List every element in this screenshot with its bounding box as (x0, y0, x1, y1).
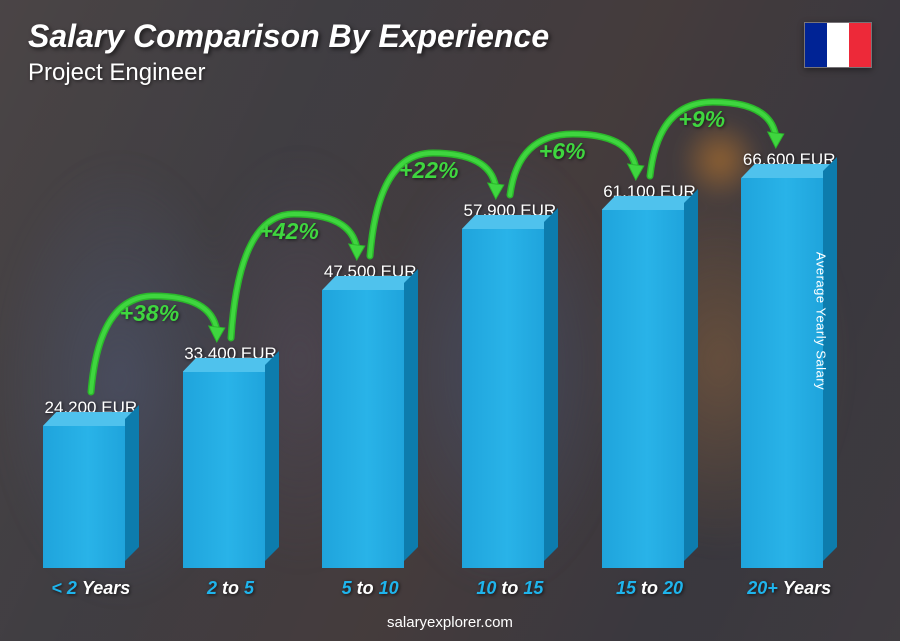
xlabel-accent-2: 5 (239, 578, 254, 598)
bar-side-face (544, 208, 558, 561)
bar-x-label: 5 to 10 (342, 578, 399, 599)
bar-front-face (741, 178, 823, 568)
flag-stripe-white (827, 23, 849, 67)
xlabel-accent: 10 (476, 578, 501, 598)
increase-label: +6% (539, 138, 586, 165)
xlabel-accent: < 2 (51, 578, 82, 598)
bar-x-label: 20+ Years (747, 578, 831, 599)
chart-title: Salary Comparison By Experience (28, 18, 549, 55)
bar-side-face (684, 189, 698, 561)
xlabel-plain: Years (783, 578, 831, 598)
bar-0: 24,200 EUR< 2 Years (30, 398, 152, 599)
bar-front-face (43, 426, 125, 568)
xlabel-accent-2: 15 (518, 578, 543, 598)
xlabel-accent: 15 (616, 578, 641, 598)
bar-x-label: 10 to 15 (476, 578, 543, 599)
xlabel-accent-2: 20 (658, 578, 683, 598)
xlabel-plain: to (501, 578, 518, 598)
xlabel-accent-2: 10 (374, 578, 399, 598)
xlabel-accent: 20+ (747, 578, 783, 598)
xlabel-plain: to (641, 578, 658, 598)
increase-label: +9% (678, 106, 725, 133)
xlabel-plain: Years (82, 578, 130, 598)
bar-x-label: 15 to 20 (616, 578, 683, 599)
flag-stripe-blue (805, 23, 827, 67)
bar-side-face (125, 405, 139, 561)
bar-4: 61,100 EUR15 to 20 (589, 182, 711, 599)
bar-side-face (265, 351, 279, 561)
chart-header: Salary Comparison By Experience Project … (28, 18, 549, 87)
bar-front-face (462, 229, 544, 568)
xlabel-plain: to (357, 578, 374, 598)
bar-chart: 24,200 EUR< 2 Years33,400 EUR2 to 547,50… (30, 59, 850, 599)
chart-subtitle: Project Engineer (28, 59, 549, 87)
bar-block (43, 426, 139, 568)
increase-label: +38% (120, 300, 179, 327)
bar-front-face (602, 210, 684, 568)
bar-block (462, 229, 558, 568)
increase-label: +42% (259, 218, 318, 245)
bar-block (602, 210, 698, 568)
bar-x-label: 2 to 5 (207, 578, 254, 599)
y-axis-label: Average Yearly Salary (813, 251, 828, 389)
xlabel-plain: to (222, 578, 239, 598)
xlabel-accent: 5 (342, 578, 357, 598)
flag-stripe-red (849, 23, 871, 67)
bar-5: 66,600 EUR20+ Years (728, 150, 850, 599)
xlabel-accent: 2 (207, 578, 222, 598)
france-flag-icon (804, 22, 872, 68)
increase-label: +22% (399, 157, 458, 184)
bar-x-label: < 2 Years (51, 578, 130, 599)
source-footer: salaryexplorer.com (0, 614, 900, 631)
bar-side-face (404, 269, 418, 561)
